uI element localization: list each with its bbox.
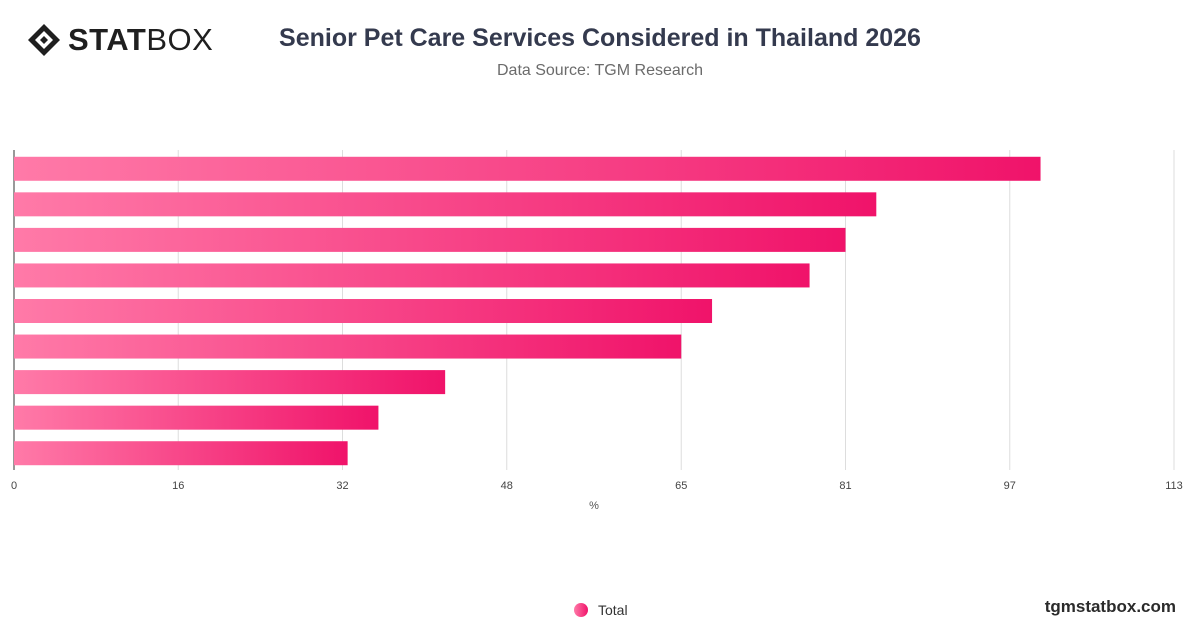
x-tick-label: 81 [839, 480, 851, 492]
bar-4[interactable] [14, 263, 810, 288]
site-watermark: tgmstatbox.com [1044, 597, 1176, 616]
statbox-diamond-icon [28, 24, 60, 56]
bar-6[interactable] [14, 334, 682, 359]
x-tick-label: 113 [1165, 480, 1183, 492]
chart-title: Senior Pet Care Services Considered in T… [279, 24, 921, 52]
bar-5[interactable] [14, 299, 713, 323]
legend-label-total: Total [598, 602, 628, 618]
bar-1[interactable] [14, 156, 1041, 181]
bars [14, 156, 1041, 466]
x-axis-ticks: 0 16 32 48 65 81 97 113 [11, 480, 1183, 492]
statbox-logo: STATBOX [26, 20, 213, 60]
bar-8[interactable] [14, 405, 379, 430]
logo-wordmark: STATBOX [68, 20, 213, 60]
x-tick-label: 65 [675, 480, 687, 492]
bar-2[interactable] [14, 192, 877, 217]
logo-word-bold: STAT [68, 22, 147, 57]
chart-subtitle: Data Source: TGM Research [496, 62, 703, 79]
bar-7[interactable] [14, 370, 446, 395]
x-tick-label: 0 [11, 480, 17, 492]
x-axis-label: % [589, 500, 599, 512]
x-tick-label: 97 [1004, 480, 1016, 492]
legend[interactable]: Total [574, 602, 628, 618]
legend-marker [574, 603, 588, 617]
x-tick-label: 48 [501, 480, 513, 492]
bar-3[interactable] [14, 227, 846, 252]
x-tick-label: 32 [336, 480, 348, 492]
bar-9[interactable] [14, 441, 348, 466]
x-tick-label: 16 [172, 480, 184, 492]
logo-word-light: BOX [146, 22, 214, 57]
